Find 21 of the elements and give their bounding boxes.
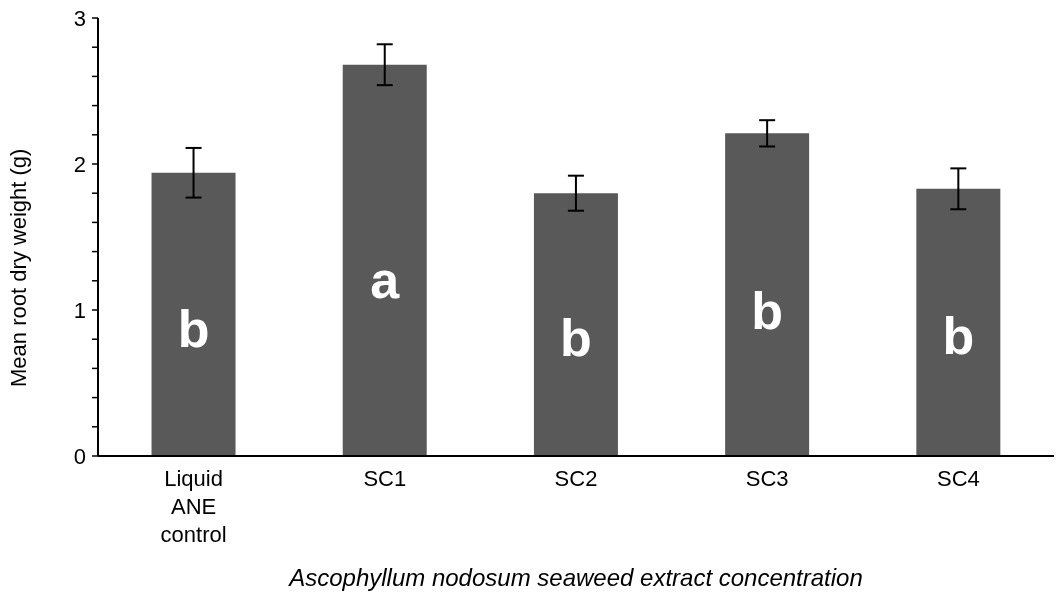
annotation: b	[751, 282, 784, 341]
annotation: b	[942, 307, 975, 366]
x-tick-label: SC4	[937, 466, 980, 491]
y-tick-label: 2	[73, 152, 86, 177]
annotation: b	[560, 309, 592, 368]
annotation: b	[177, 300, 210, 358]
bar	[725, 133, 810, 456]
y-tick-label: 3	[73, 6, 86, 31]
annotation: a	[370, 251, 401, 310]
bar	[151, 172, 236, 456]
y-tick-label: 1	[73, 298, 86, 323]
x-tick-label: Liquid ANE control	[160, 466, 227, 547]
x-tick-label: SC2	[554, 466, 598, 491]
y-axis-title: Mean root dry weight (g)	[5, 148, 31, 387]
x-tick-label: SC1	[363, 466, 407, 491]
x-axis-title: Ascophyllum nodosum seaweed extract concentration	[287, 564, 863, 591]
bar	[533, 193, 618, 456]
y-tick-label: 0	[73, 444, 86, 469]
bar	[342, 64, 427, 456]
bar	[916, 188, 1001, 456]
x-tick-label: SC3	[745, 466, 789, 491]
